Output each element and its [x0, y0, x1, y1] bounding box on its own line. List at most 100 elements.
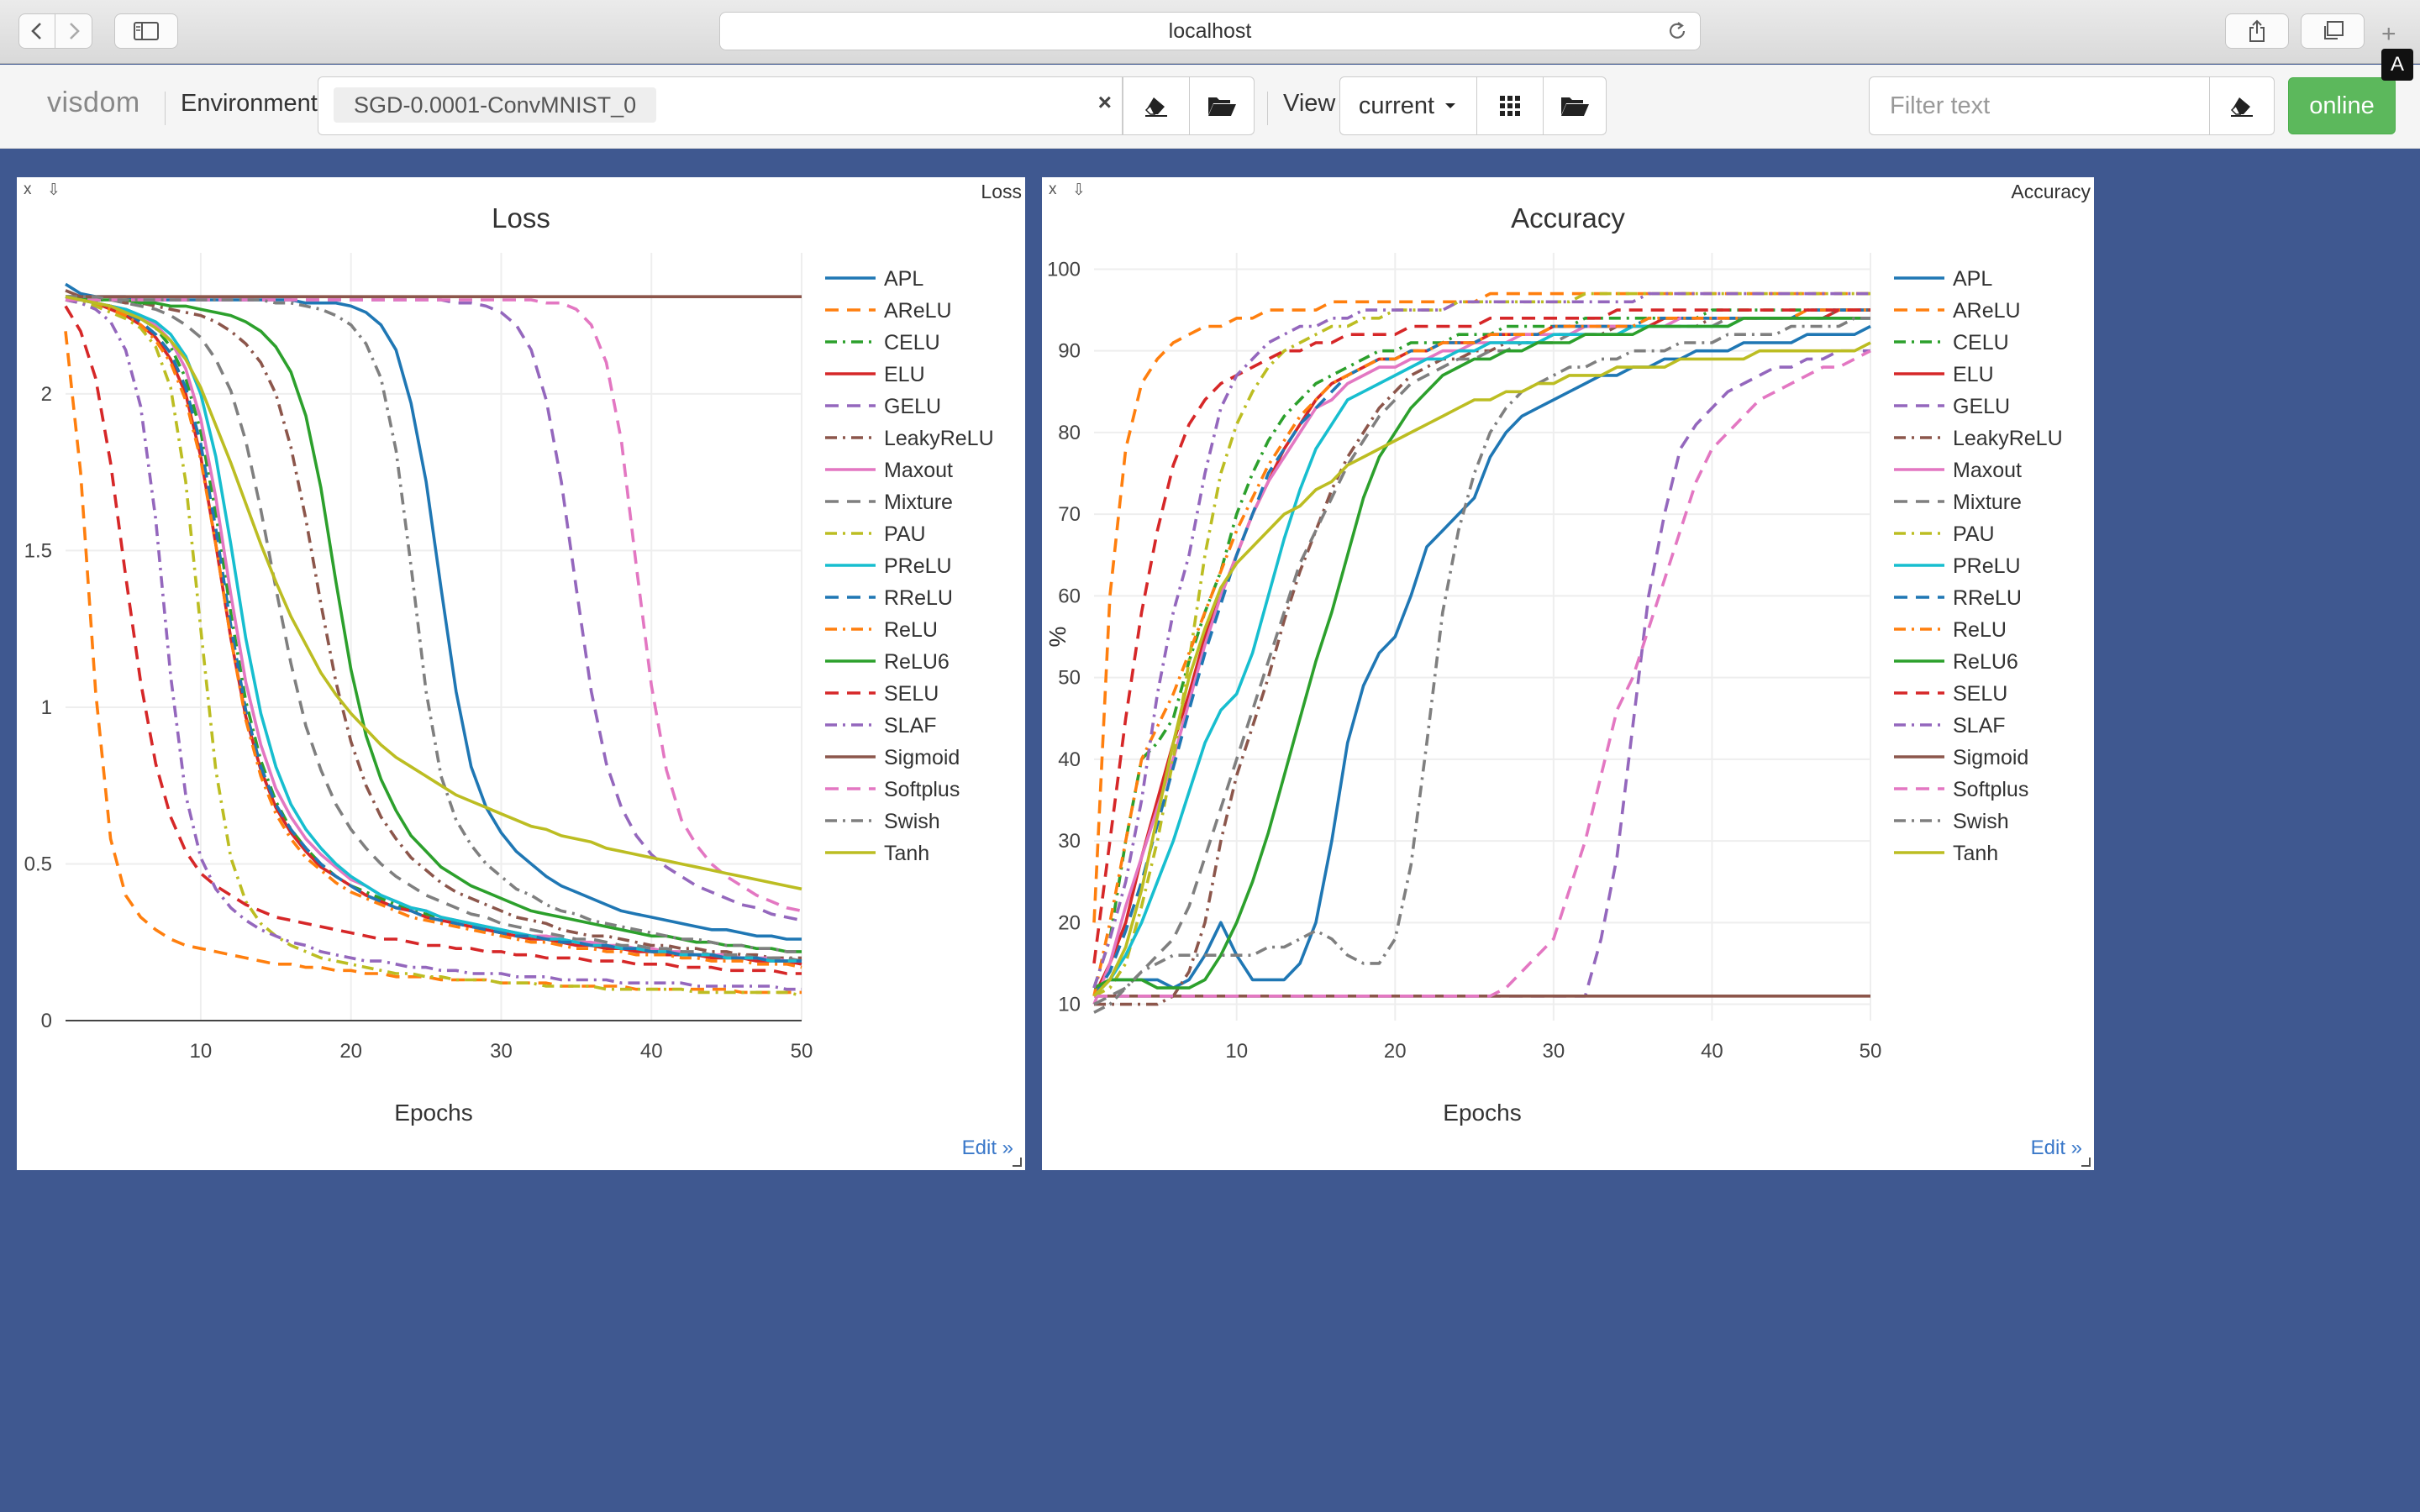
forward-button[interactable] [55, 13, 92, 49]
series-line-arelu [1092, 291, 1870, 923]
download-pane-button[interactable]: ⇩ [47, 181, 60, 199]
series-line-tanh [65, 295, 802, 891]
legend-entry: ReLU [884, 618, 938, 642]
y-tick-label: 1.5 [24, 539, 52, 562]
series-line-swish [66, 295, 802, 953]
y-axis-label: % [1044, 627, 1071, 648]
y-tick-label: 40 [1058, 748, 1081, 771]
series-line-rrelu [65, 295, 802, 963]
x-tick-label: 30 [490, 1040, 513, 1063]
resize-handle-icon[interactable] [2079, 1155, 2091, 1167]
edit-link[interactable]: Edit » [961, 1137, 1013, 1159]
y-tick-label: 70 [1058, 503, 1081, 526]
series-line-softplus [66, 298, 802, 913]
legend-entry: GELU [1953, 395, 2010, 418]
legend-entry: Swish [1953, 810, 2009, 833]
series-line-gelu [1094, 349, 1870, 998]
legend-entry: Sigmoid [1953, 746, 2028, 769]
x-axis-label: Epochs [1443, 1100, 1521, 1126]
pane-title-tag: Loss [981, 181, 1022, 202]
folder-open-icon [1561, 97, 1589, 116]
visdom-toolbar: visdom Environment SGD-0.0001-ConvMNIST_… [0, 65, 2420, 149]
legend-entry: ReLU [1953, 618, 2007, 642]
download-pane-button[interactable]: ⇩ [1072, 181, 1086, 199]
legend-entry: PAU [1953, 522, 1995, 546]
x-tick-label: 10 [190, 1040, 213, 1063]
sidebar-toggle-button[interactable] [114, 13, 178, 49]
series-line-maxout [66, 298, 802, 963]
view-value: current [1358, 92, 1435, 119]
x-axis-label: Epochs [394, 1100, 472, 1126]
y-tick-label: 0 [41, 1010, 52, 1032]
reload-icon[interactable] [1666, 20, 1688, 42]
divider [165, 92, 166, 125]
legend-entry: PAU [884, 522, 926, 546]
edit-link[interactable]: Edit » [2030, 1137, 2082, 1159]
clear-env-button[interactable] [1123, 76, 1190, 135]
manage-views-button[interactable] [1543, 76, 1607, 135]
legend-entry: Softplus [884, 778, 960, 801]
series-line-leakyrelu [66, 295, 802, 960]
legend-entry: Maxout [1953, 459, 2022, 482]
divider [1267, 92, 1268, 125]
loss-chart: 10 20 30 40 50 0 0.5 1 1.5 2 Loss Epochs APL AReLU CEL… [24, 202, 994, 1126]
online-status-button[interactable]: online [2288, 77, 2396, 134]
y-tick-label: 10 [1058, 994, 1081, 1016]
legend-entry: PReLU [1953, 554, 2021, 578]
series-line-relu6 [66, 295, 802, 953]
forward-arrow-icon [69, 23, 80, 39]
plus-icon[interactable]: + [2381, 20, 2396, 48]
x-tick-label: 20 [339, 1040, 362, 1063]
legend-entry: ReLU6 [884, 650, 950, 674]
y-tick-label: 2 [41, 383, 52, 406]
series-line-pau [1093, 291, 1870, 998]
series-line-arelu [64, 331, 802, 995]
legend-entry: SELU [1953, 682, 2007, 706]
series-line-slaf [1092, 291, 1870, 989]
series-line-celu [1092, 308, 1870, 989]
legend-entry: PReLU [884, 554, 952, 578]
legend-entry: Sigmoid [884, 746, 960, 769]
filter-text-input[interactable] [1869, 76, 2210, 135]
environment-select[interactable]: SGD-0.0001-ConvMNIST_0 × [318, 76, 1123, 135]
address-bar[interactable]: localhost [719, 12, 1701, 50]
chart-title: Loss [492, 202, 550, 234]
view-select[interactable]: current [1339, 76, 1477, 135]
legend-entry: APL [884, 267, 923, 291]
legend-entry: CELU [1953, 331, 2009, 354]
accuracy-chart: 10 20 30 40 50 10 20 30 40 50 60 70 80 90 100 Accuracy E… [1044, 202, 2063, 1126]
close-pane-button[interactable]: x [1049, 181, 1057, 198]
y-tick-label: 30 [1058, 830, 1081, 853]
y-tick-label: 100 [1047, 258, 1081, 281]
legend-entry: LeakyReLU [884, 427, 994, 450]
series-line-slaf [65, 298, 802, 991]
series-line-apl [1093, 324, 1871, 990]
share-button[interactable] [2225, 13, 2289, 49]
y-tick-label: 60 [1058, 585, 1081, 607]
grid-layout-button[interactable] [1476, 76, 1544, 135]
pane-title-tag: Accuracy [2011, 181, 2091, 202]
legend-entry: ELU [884, 363, 925, 386]
tabs-button[interactable] [2301, 13, 2365, 49]
back-button[interactable] [18, 13, 55, 49]
sidebar-icon [134, 22, 159, 40]
series-line-tanh [1092, 341, 1871, 998]
series-line-selu [1092, 308, 1870, 964]
legend-entry: SLAF [884, 714, 937, 738]
legend-entry: Softplus [1953, 778, 2028, 801]
environment-chip[interactable]: SGD-0.0001-ConvMNIST_0 [334, 87, 657, 123]
loss-pane: 10 20 30 40 50 0 0.5 1 1.5 2 Loss Epochs APL AReLU CEL… [17, 177, 1025, 1170]
manage-env-button[interactable] [1189, 76, 1255, 135]
clear-environment-button[interactable]: × [1097, 89, 1112, 115]
series-line-celu [65, 295, 802, 963]
back-arrow-icon [31, 23, 41, 39]
legend-entry: Maxout [884, 459, 953, 482]
url-text: localhost [1168, 18, 1252, 43]
legend-entry: RReLU [884, 586, 953, 610]
legend-entry: Tanh [884, 842, 929, 865]
legend-entry: AReLU [884, 299, 952, 323]
close-pane-button[interactable]: x [24, 181, 32, 198]
clear-filter-button[interactable] [2209, 76, 2275, 135]
extension-badge[interactable]: A [2381, 49, 2413, 81]
resize-handle-icon[interactable] [1010, 1155, 1022, 1167]
